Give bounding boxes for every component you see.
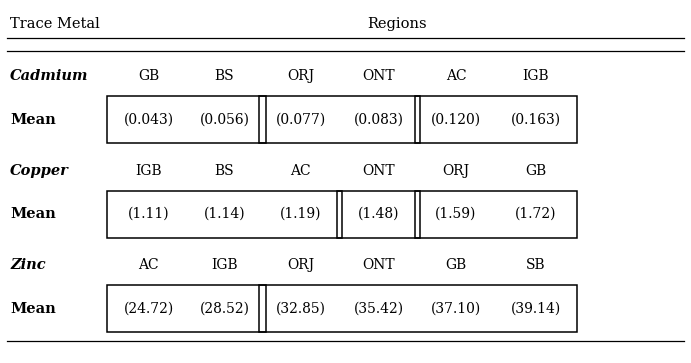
Text: BS: BS [215,69,234,83]
Text: (32.85): (32.85) [276,302,325,315]
Text: (28.52): (28.52) [200,302,249,315]
Text: AC: AC [290,164,311,178]
Text: ORJ: ORJ [287,69,314,83]
Bar [107,96,266,143]
Text: (1.48): (1.48) [358,207,399,221]
Text: Mean: Mean [10,113,56,127]
Text: BS: BS [215,164,234,178]
Text: Mean: Mean [10,302,56,315]
Text: (24.72): (24.72) [124,302,173,315]
Text: (0.077): (0.077) [276,113,325,127]
Text: (1.59): (1.59) [435,207,477,221]
Text: GB: GB [138,69,159,83]
Text: (35.42): (35.42) [354,302,404,315]
Text: (0.056): (0.056) [200,113,249,127]
Bar [415,96,577,143]
Text: GB: GB [525,164,546,178]
Text: (1.14): (1.14) [204,207,245,221]
Text: Mean: Mean [10,207,56,221]
Bar [337,191,420,238]
Text: (1.72): (1.72) [515,207,556,221]
Text: IGB: IGB [135,164,162,178]
Text: AC: AC [446,69,466,83]
Text: (1.19): (1.19) [280,207,321,221]
Text: (39.14): (39.14) [511,302,560,315]
Text: IGB: IGB [522,69,549,83]
Text: GB: GB [446,258,466,272]
Text: ORJ: ORJ [287,258,314,272]
Text: (37.10): (37.10) [431,302,481,315]
Text: Cadmium: Cadmium [10,69,89,83]
Text: Regions: Regions [368,17,427,30]
Text: ONT: ONT [362,258,395,272]
Text: (1.11): (1.11) [128,207,169,221]
Text: Copper: Copper [10,164,69,178]
Text: Trace Metal: Trace Metal [10,17,100,30]
Text: SB: SB [526,258,545,272]
Text: AC: AC [138,258,159,272]
Text: IGB: IGB [211,258,238,272]
Text: (0.043): (0.043) [124,113,173,127]
Bar [415,191,577,238]
Bar [259,96,420,143]
Text: (0.083): (0.083) [354,113,404,127]
Text: (0.120): (0.120) [431,113,481,127]
Text: Zinc: Zinc [10,258,46,272]
Bar [107,191,342,238]
Bar [259,285,577,332]
Text: (0.163): (0.163) [511,113,560,127]
Text: ORJ: ORJ [442,164,470,178]
Text: ONT: ONT [362,69,395,83]
Text: ONT: ONT [362,164,395,178]
Bar [107,285,266,332]
